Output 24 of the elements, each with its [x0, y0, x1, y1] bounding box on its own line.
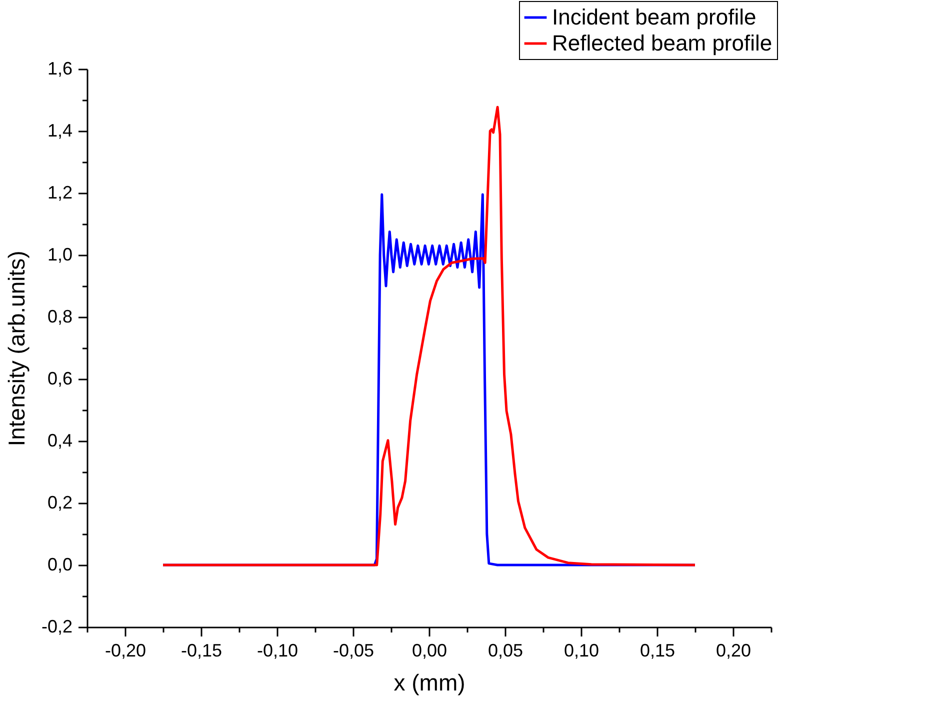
- x-tick-label: 0,00: [412, 640, 448, 660]
- y-tick-label: 0,8: [47, 306, 72, 326]
- x-tick-label: 0,20: [716, 640, 752, 660]
- x-tick-label: 0,10: [564, 640, 600, 660]
- y-tick-label: 1,6: [47, 58, 72, 78]
- legend-label: Reflected beam profile: [552, 30, 772, 56]
- y-tick-label: 1,0: [47, 244, 72, 264]
- x-tick-label: 0,05: [488, 640, 524, 660]
- x-tick-label: -0,20: [104, 640, 146, 660]
- x-tick-label: -0,10: [256, 640, 298, 660]
- y-axis-title: Intensity (arb.units): [3, 250, 30, 446]
- legend-label: Incident beam profile: [552, 4, 756, 30]
- x-tick-label: -0,05: [332, 640, 374, 660]
- y-tick-label: 0,4: [47, 430, 72, 450]
- x-tick-label: -0,15: [180, 640, 222, 660]
- x-axis-title: x (mm): [394, 670, 466, 696]
- y-tick-label: 0,0: [47, 554, 72, 574]
- y-tick-label: 0,6: [47, 368, 72, 388]
- y-tick-label: 1,4: [47, 120, 72, 140]
- line-series: [162, 106, 696, 566]
- y-tick-label: -0,2: [41, 616, 72, 636]
- y-tick-label: 0,2: [47, 492, 72, 512]
- x-tick-label: 0,15: [640, 640, 676, 660]
- y-tick-label: 1,2: [47, 182, 72, 202]
